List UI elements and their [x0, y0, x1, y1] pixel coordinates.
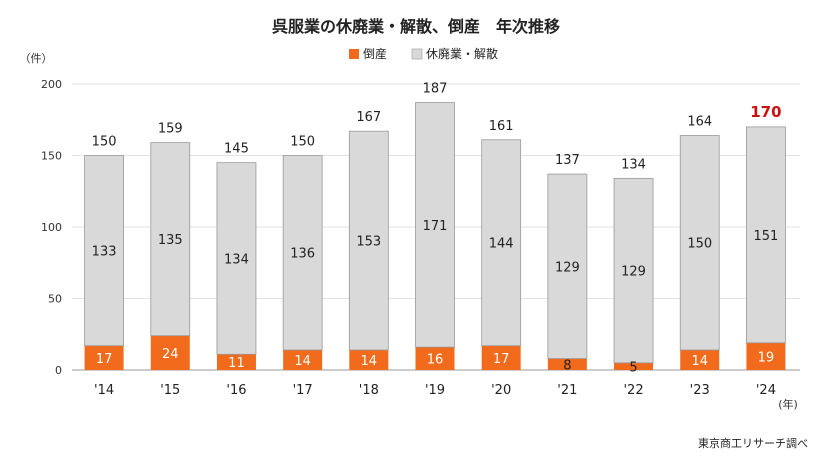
total-label-2: 145: [224, 142, 249, 157]
x-tick-label-2: '16: [226, 383, 246, 398]
chart-title: 呉服業の休廃業・解散、倒産 年次推移: [272, 17, 560, 36]
y-axis-ticks: 0 50 100 150 200: [41, 78, 62, 377]
data-label-kyuhaigyo-7: 129: [555, 260, 580, 275]
data-label-kyuhaigyo-8: 129: [621, 265, 646, 280]
total-label-6: 161: [489, 119, 514, 134]
bar-tosan-5: [415, 347, 455, 370]
bars: 1713315024135159111341451413615014153167…: [84, 82, 786, 375]
total-label-0: 150: [92, 135, 117, 150]
data-label-tosan-10: 19: [758, 350, 775, 365]
data-label-kyuhaigyo-3: 136: [290, 247, 315, 262]
data-label-tosan-3: 14: [294, 354, 311, 369]
data-label-tosan-9: 14: [691, 354, 708, 369]
total-label-1: 159: [158, 122, 183, 137]
x-tick-label-9: '23: [690, 383, 710, 398]
data-label-kyuhaigyo-9: 150: [687, 237, 712, 252]
bar-kyuhaigyo-3: [282, 155, 323, 351]
x-tick-label-10: '24: [756, 383, 776, 398]
total-label-5: 187: [423, 82, 448, 97]
y-tick-label-50: 50: [48, 293, 62, 306]
legend-label-tosan: 倒産: [363, 46, 387, 61]
data-label-tosan-5: 16: [427, 353, 444, 368]
bar-tosan-9: [680, 349, 720, 370]
y-tick-label-100: 100: [41, 221, 62, 234]
x-tick-label-6: '20: [491, 383, 511, 398]
x-tick-label-4: '18: [359, 383, 379, 398]
x-tick-label-7: '21: [557, 383, 577, 398]
data-label-kyuhaigyo-1: 135: [158, 233, 183, 248]
data-label-tosan-2: 11: [228, 356, 245, 371]
bar-kyuhaigyo-0: [84, 155, 124, 347]
y-axis-unit: （件）: [20, 52, 53, 65]
bar-kyuhaigyo-1: [150, 142, 191, 337]
x-axis-labels: '14 '15 '16 '17 '18 '19 '20 '21 '22 '23 '24: [94, 383, 776, 398]
bar-tosan-7: [547, 358, 587, 370]
data-label-kyuhaigyo-6: 144: [489, 237, 514, 252]
x-axis-unit: (年): [778, 397, 798, 411]
data-label-tosan-6: 17: [493, 352, 510, 367]
legend-swatch-kyuhaigyo: [411, 48, 423, 60]
bar-kyuhaigyo-5: [415, 102, 455, 348]
bar-kyuhaigyo-6: [481, 139, 522, 347]
legend: 倒産 休廃業・解散: [349, 46, 498, 61]
data-label-kyuhaigyo-0: 133: [92, 245, 117, 260]
bar-kyuhaigyo-9: [679, 135, 720, 351]
bar-kyuhaigyo-10: [746, 126, 786, 344]
total-label-4: 167: [356, 110, 381, 125]
data-label-kyuhaigyo-5: 171: [423, 219, 448, 234]
x-tick-label-8: '22: [623, 383, 643, 398]
data-label-tosan-7: 8: [563, 358, 571, 373]
x-tick-label-3: '17: [293, 383, 313, 398]
bar-tosan-4: [349, 349, 389, 370]
bar-tosan-8: [614, 362, 654, 370]
bar-kyuhaigyo-4: [348, 130, 389, 351]
bar-tosan-10: [746, 342, 786, 370]
total-label-7: 137: [555, 153, 580, 168]
y-tick-label-0: 0: [55, 364, 62, 377]
total-label-8: 134: [621, 157, 646, 172]
legend-label-kyuhaigyo: 休廃業・解散: [426, 46, 498, 61]
y-tick-label-150: 150: [41, 150, 62, 163]
x-tick-label-1: '15: [160, 383, 180, 398]
bar-tosan-3: [283, 349, 323, 370]
data-label-kyuhaigyo-4: 153: [356, 235, 381, 250]
data-label-tosan-0: 17: [96, 352, 113, 367]
y-tick-label-200: 200: [41, 78, 62, 91]
bar-tosan-1: [150, 335, 190, 370]
bar-kyuhaigyo-8: [613, 177, 654, 364]
data-label-kyuhaigyo-2: 134: [224, 252, 249, 267]
total-label-9: 164: [687, 114, 712, 129]
bar-tosan-6: [481, 345, 521, 370]
bar-tosan-2: [216, 354, 256, 370]
data-label-tosan-8: 5: [629, 360, 637, 375]
data-label-tosan-4: 14: [361, 354, 378, 369]
bar-kyuhaigyo-2: [216, 162, 257, 355]
total-label-10: 170: [750, 103, 781, 121]
x-tick-label-0: '14: [94, 383, 114, 398]
data-label-kyuhaigyo-10: 151: [753, 229, 778, 244]
x-tick-label-5: '19: [425, 383, 445, 398]
bar-kyuhaigyo-7: [547, 173, 588, 359]
bar-tosan-0: [84, 345, 124, 370]
total-label-3: 150: [290, 135, 315, 150]
legend-swatch-tosan: [349, 49, 359, 59]
data-label-tosan-1: 24: [162, 347, 179, 362]
source-note: 東京商工リサーチ調べ: [698, 436, 808, 450]
